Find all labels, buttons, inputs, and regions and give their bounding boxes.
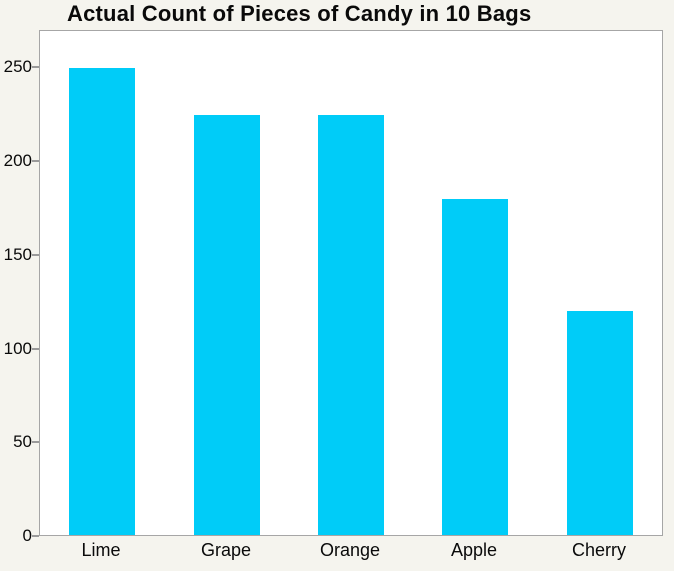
chart-title: Actual Count of Pieces of Candy in 10 Ba… <box>67 1 532 26</box>
plot-area <box>39 30 663 536</box>
y-tick-label: 0 <box>22 526 32 545</box>
y-tick-label: 50 <box>13 432 32 451</box>
y-tick-label: 250 <box>3 57 32 76</box>
x-tick-label-orange: Orange <box>319 540 381 560</box>
bar-orange <box>318 115 384 535</box>
y-tick-label: 150 <box>3 245 32 264</box>
bar-lime <box>69 68 135 535</box>
y-tick-mark <box>32 348 39 350</box>
x-tick-label-lime: Lime <box>81 540 121 560</box>
y-tick-mark <box>32 535 39 537</box>
x-tick-label-cherry: Cherry <box>571 540 626 560</box>
x-tick-label-apple: Apple <box>450 540 498 560</box>
bar-apple <box>442 199 508 535</box>
y-tick-mark <box>32 254 39 256</box>
y-tick-mark <box>32 66 39 68</box>
y-tick-label: 200 <box>3 151 32 170</box>
bar-cherry <box>567 311 633 535</box>
y-tick-label: 100 <box>3 339 32 358</box>
bar-grape <box>194 115 260 535</box>
y-tick-mark <box>32 441 39 443</box>
y-tick-mark <box>32 160 39 162</box>
x-tick-label-grape: Grape <box>200 540 252 560</box>
